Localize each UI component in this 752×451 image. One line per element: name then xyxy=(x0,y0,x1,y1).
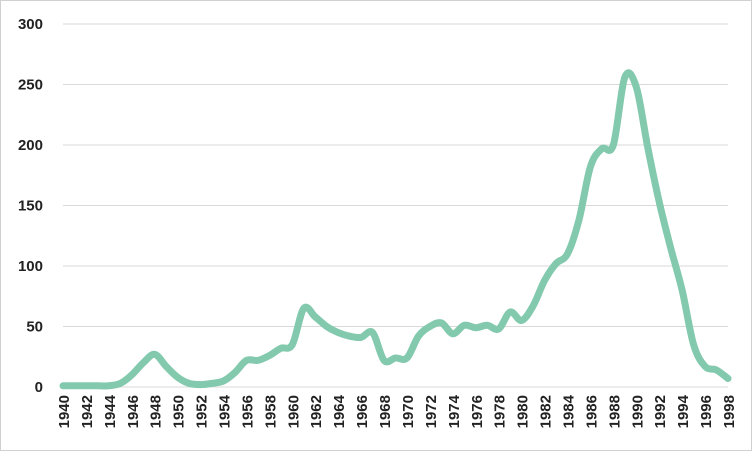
x-tick-label: 1988 xyxy=(606,395,623,428)
y-tick-label: 250 xyxy=(18,77,43,94)
x-tick-label: 1978 xyxy=(492,395,509,428)
x-tick-label: 1954 xyxy=(217,394,234,428)
x-tick-label: 1944 xyxy=(102,394,119,428)
x-tick-label: 1996 xyxy=(698,395,715,428)
y-tick-label: 100 xyxy=(18,258,43,275)
x-tick-label: 1974 xyxy=(446,394,463,428)
x-tick-label: 1970 xyxy=(400,395,417,428)
y-tick-label: 0 xyxy=(35,379,43,396)
x-axis-ticks: 1940 1942 1944 1946 1948 1950 1952 1954 1956 1958… xyxy=(56,394,738,428)
x-tick-label: 1942 xyxy=(79,395,96,428)
x-tick-label: 1960 xyxy=(285,395,302,428)
x-tick-label: 1984 xyxy=(560,394,577,428)
x-tick-label: 1948 xyxy=(148,395,165,428)
x-tick-label: 1976 xyxy=(469,395,486,428)
x-tick-label: 1972 xyxy=(423,395,440,428)
x-tick-label: 1950 xyxy=(171,395,188,428)
y-tick-label: 300 xyxy=(18,16,43,33)
x-tick-label: 1968 xyxy=(377,395,394,428)
x-tick-label: 1956 xyxy=(239,395,256,428)
x-tick-label: 1990 xyxy=(629,395,646,428)
y-tick-label: 200 xyxy=(18,137,43,154)
y-axis-ticks: 0 50 100 150 200 250 300 xyxy=(18,16,43,396)
x-tick-label: 1958 xyxy=(262,395,279,428)
x-tick-label: 1998 xyxy=(721,395,738,428)
y-tick-label: 50 xyxy=(26,319,43,336)
x-tick-label: 1962 xyxy=(308,395,325,428)
x-tick-label: 1994 xyxy=(675,394,692,428)
series-line-0 xyxy=(59,69,732,390)
x-tick-label: 1982 xyxy=(538,395,555,428)
x-tick-label: 1940 xyxy=(56,395,73,428)
x-tick-label: 1980 xyxy=(515,395,532,428)
x-tick-label: 1964 xyxy=(331,394,348,428)
x-tick-label: 1952 xyxy=(194,395,211,428)
x-tick-label: 1946 xyxy=(125,395,142,428)
x-tick-label: 1986 xyxy=(583,395,600,428)
x-tick-label: 1966 xyxy=(354,395,371,428)
x-tick-label: 1992 xyxy=(652,395,669,428)
series-group xyxy=(59,69,732,390)
y-tick-label: 150 xyxy=(18,198,43,215)
gridlines xyxy=(63,23,728,388)
